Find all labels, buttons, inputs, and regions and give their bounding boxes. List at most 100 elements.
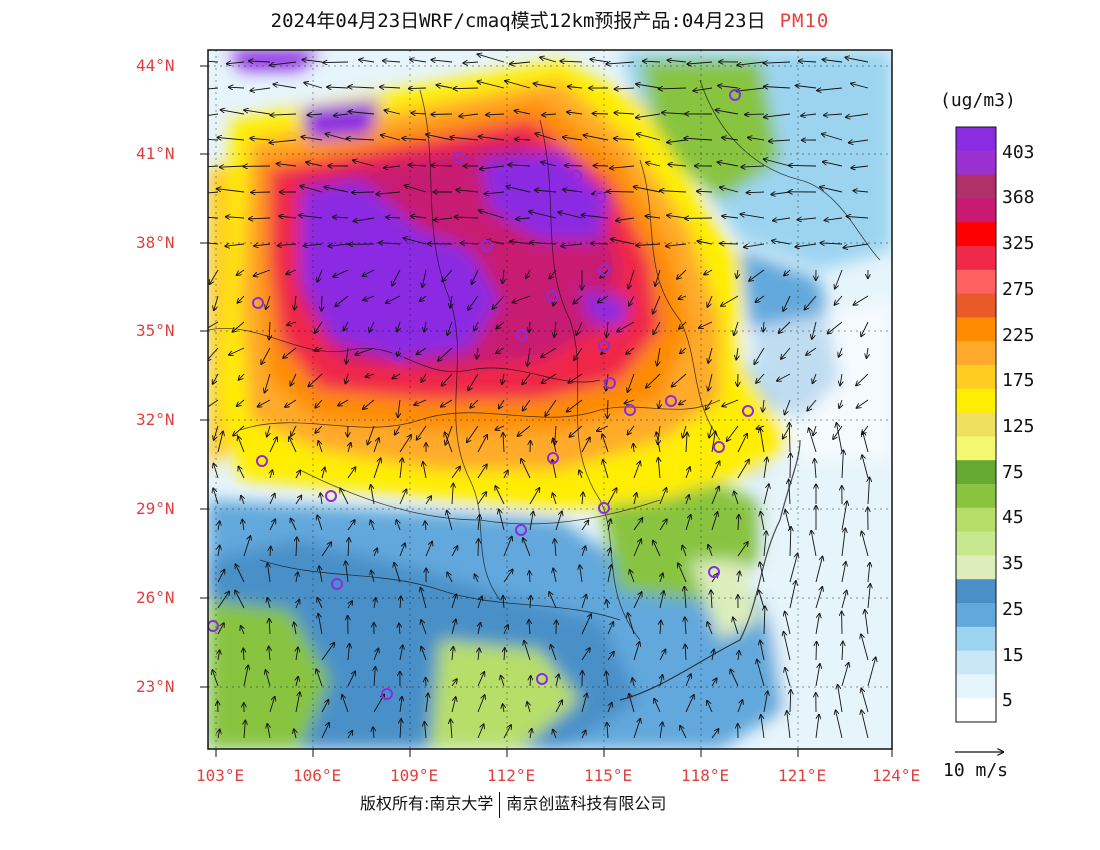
wind-arrow: [397, 321, 400, 332]
wind-arrow: [347, 138, 375, 140]
wind-arrow: [783, 295, 791, 311]
wind-arrow: [518, 425, 531, 436]
wind-arrow: [478, 648, 479, 661]
wind-arrow: [811, 531, 817, 557]
wind-arrow: [335, 295, 349, 306]
wind-arrow: [286, 269, 297, 274]
wind-arrow: [322, 468, 325, 479]
wind-arrow: [374, 548, 377, 557]
wind-arrow: [450, 295, 452, 308]
lat-label-23: 23°N: [136, 677, 175, 696]
wind-arrow: [267, 724, 270, 739]
wind-arrow: [399, 623, 400, 635]
wind-arrow: [630, 570, 635, 583]
wind-arrow: [790, 527, 791, 557]
wind-arrow: [841, 528, 845, 557]
wind-arrow: [685, 645, 686, 661]
wind-arrow: [208, 191, 219, 194]
wind-arrow: [529, 488, 539, 505]
wind-arrow: [761, 715, 765, 739]
wind-arrow: [569, 425, 583, 437]
wind-arrow: [327, 87, 349, 88]
wind-arrow: [781, 347, 791, 359]
wind-arrow: [784, 632, 791, 661]
wind-arrow: [515, 139, 531, 140]
wind-arrow: [709, 425, 712, 438]
wind-arrow: [233, 425, 245, 436]
wind-arrow: [643, 61, 661, 62]
wind-arrow: [684, 587, 686, 609]
wind-arrow: [711, 461, 720, 479]
wind-arrow: [510, 241, 531, 244]
wind-arrow: [475, 574, 479, 583]
wind-arrow: [711, 590, 712, 609]
wind-arrow: [738, 515, 739, 531]
wind-arrow: [400, 719, 401, 739]
wind-arrow: [655, 269, 661, 286]
wind-arrow: [414, 399, 427, 405]
wind-arrow: [839, 347, 842, 357]
wind-arrow: [712, 650, 714, 661]
wind-arrow: [787, 711, 791, 739]
wind-arrow: [563, 190, 583, 193]
wind-arrow: [383, 61, 401, 62]
wind-arrow: [403, 238, 427, 245]
wind-arrow: [380, 87, 401, 88]
wind-arrow: [477, 724, 484, 739]
wind-arrow: [633, 642, 640, 661]
wind-arrow: [425, 542, 432, 557]
wind-arrow: [633, 719, 640, 739]
wind-arrow: [579, 470, 582, 479]
wind-arrow: [321, 643, 334, 661]
wind-arrow: [760, 428, 765, 453]
colorbar-segment: [956, 198, 996, 223]
copyright-footer: 版权所有:南京大学 南京创蓝科技有限公司: [360, 790, 666, 818]
wind-arrow: [249, 61, 271, 62]
wind-arrow: [529, 512, 533, 531]
wind-arrow: [842, 450, 843, 479]
wind-arrow: [680, 726, 687, 739]
wind-arrow: [763, 399, 764, 412]
wind-arrow: [763, 691, 768, 713]
wind-arrow: [785, 612, 791, 635]
wind-arrow: [421, 373, 427, 382]
wind-arrow: [504, 648, 505, 661]
wind-arrow: [359, 60, 375, 62]
wind-arrow: [455, 217, 479, 218]
wind-arrow: [436, 85, 453, 88]
wind-arrow: [545, 399, 557, 416]
wind-arrow: [291, 519, 297, 531]
wind-arrow: [660, 573, 663, 583]
wind-arrow: [243, 648, 244, 661]
wind-arrow: [582, 730, 586, 739]
wind-arrow: [424, 321, 426, 332]
colorbar-segment: [956, 412, 996, 437]
wind-arrow: [270, 139, 297, 143]
wind-arrow: [338, 399, 349, 406]
copyright-right: 南京创蓝科技有限公司: [506, 794, 667, 813]
wind-arrow: [685, 515, 691, 531]
wind-arrow: [229, 87, 245, 88]
wind-arrow: [607, 652, 614, 661]
wind-arrow: [722, 216, 739, 218]
lat-label-35: 35°N: [136, 321, 175, 340]
wind-arrow: [321, 700, 329, 713]
wind-arrow: [212, 670, 219, 687]
wind-arrow: [420, 295, 427, 301]
wind-arrow: [451, 679, 457, 687]
wind-arrow: [290, 373, 297, 386]
wind-arrow: [607, 622, 613, 635]
wind-arrow: [865, 610, 869, 635]
wind-arrow: [238, 436, 245, 453]
wind-arrow: [815, 587, 822, 609]
wind-arrow: [395, 425, 401, 435]
colorbar-segment: [956, 436, 996, 461]
wind-arrow: [410, 59, 427, 62]
wind-arrow: [477, 81, 505, 89]
wind-arrow: [306, 162, 323, 167]
wind-arrow: [625, 400, 635, 403]
colorbar-segment: [956, 269, 996, 295]
colorbar-label: 325: [1002, 233, 1035, 254]
wind-arrow: [659, 591, 664, 609]
